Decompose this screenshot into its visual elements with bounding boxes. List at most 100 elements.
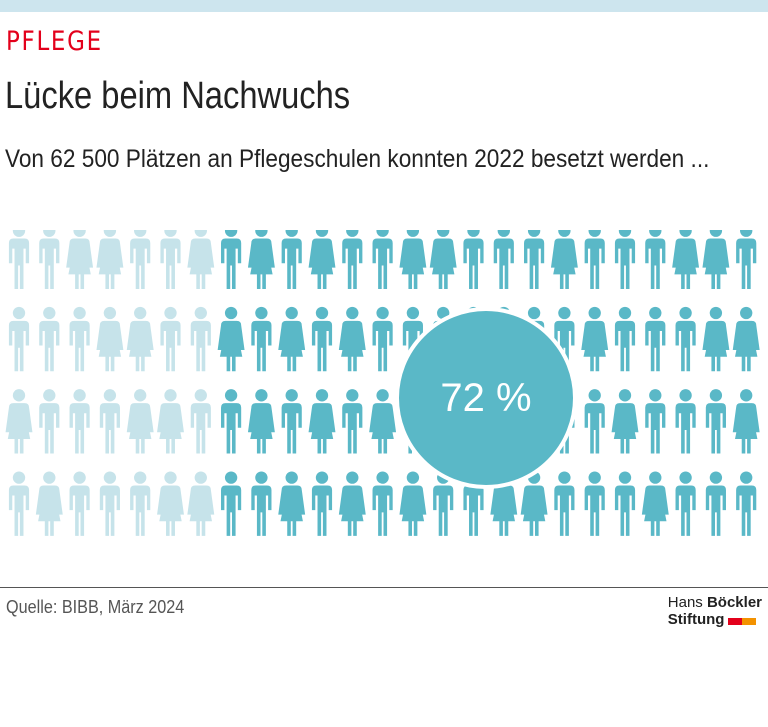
person-icon-filled — [281, 230, 302, 289]
pictogram-grid — [5, 230, 760, 536]
person-icon-empty — [69, 306, 90, 372]
person-icon-empty — [160, 306, 181, 372]
person-icon-empty — [157, 389, 184, 454]
divider — [0, 587, 768, 588]
person-icon-filled — [732, 306, 760, 372]
person-icon-filled — [705, 389, 726, 454]
logo-text-stiftung: Stiftung — [667, 611, 725, 628]
person-icon-empty — [187, 471, 215, 536]
person-icon-empty — [99, 389, 120, 454]
person-icon-filled — [736, 230, 757, 289]
person-icon-filled — [554, 306, 575, 372]
person-icon-filled — [645, 306, 666, 372]
top-bar — [0, 0, 768, 12]
page-title: Lücke beim Nachwuchs — [5, 75, 351, 117]
person-icon-filled — [675, 471, 696, 536]
person-icon-filled — [611, 389, 639, 454]
person-icon-filled — [702, 306, 730, 372]
person-icon-empty — [69, 471, 90, 536]
person-icon-empty — [96, 230, 124, 289]
kicker: PFLEGE — [6, 26, 103, 57]
person-icon-filled — [342, 389, 363, 454]
person-icon-filled — [372, 306, 393, 372]
person-icon-filled — [702, 230, 730, 289]
person-icon-empty — [99, 471, 120, 536]
person-icon-filled — [614, 471, 636, 536]
person-icon-filled — [311, 306, 333, 372]
person-icon-empty — [66, 230, 94, 289]
person-icon-empty — [8, 471, 30, 536]
person-icon-filled — [675, 306, 696, 372]
person-icon-empty — [130, 471, 151, 536]
person-icon-empty — [39, 306, 60, 372]
person-icon-empty — [160, 230, 181, 289]
person-icon-filled — [372, 471, 393, 536]
person-icon-filled — [251, 306, 272, 372]
person-icon-filled — [584, 230, 605, 289]
logo-bars — [728, 612, 757, 629]
person-icon-filled — [369, 389, 397, 454]
person-icon-filled — [584, 389, 605, 454]
logo-text-boeckler: Böckler — [706, 594, 762, 611]
person-icon-empty — [190, 306, 211, 372]
person-icon-filled — [278, 471, 306, 536]
person-icon-filled — [399, 230, 427, 289]
percent-circle: 72 % — [395, 307, 577, 489]
person-icon-empty — [35, 471, 63, 536]
person-icon-filled — [645, 230, 666, 289]
percent-label: 72 % — [440, 375, 532, 420]
person-icon-filled — [311, 471, 333, 536]
person-icon-filled — [614, 230, 636, 289]
person-icon-filled — [736, 471, 757, 536]
person-icon-empty — [130, 230, 151, 289]
person-icon-filled — [675, 389, 696, 454]
person-icon-empty — [96, 306, 124, 372]
person-icon-empty — [190, 389, 211, 454]
person-icon-filled — [221, 389, 242, 454]
person-icon-filled — [672, 230, 700, 289]
person-icon-filled — [251, 471, 272, 536]
person-icon-filled — [217, 306, 245, 372]
person-icon-empty — [69, 389, 90, 454]
person-icon-empty — [5, 389, 33, 454]
person-icon-filled — [429, 230, 457, 289]
person-icon-filled — [247, 389, 275, 454]
person-icon-filled — [308, 230, 336, 289]
subtitle: Von 62 500 Plätzen an Pflegeschulen konn… — [5, 145, 710, 173]
person-icon-filled — [614, 306, 636, 372]
person-icon-empty — [126, 306, 154, 372]
person-icon-empty — [8, 306, 30, 372]
person-icon-filled — [399, 471, 427, 536]
person-icon-filled — [524, 230, 545, 289]
person-icon-empty — [39, 230, 60, 289]
hans-boeckler-logo: Hans Böckler Stiftung — [668, 594, 762, 629]
person-icon-filled — [281, 389, 302, 454]
person-icon-filled — [520, 471, 548, 536]
person-icon-empty — [157, 471, 184, 536]
logo-text-hans: Hans — [667, 594, 707, 611]
person-icon-filled — [550, 230, 578, 289]
source-note: Quelle: BIBB, März 2024 — [6, 597, 185, 617]
person-icon-filled — [463, 230, 484, 289]
person-icon-filled — [221, 471, 242, 536]
person-icon-empty — [8, 230, 30, 289]
person-icon-filled — [221, 230, 242, 289]
person-icon-filled — [338, 471, 366, 536]
person-icon-empty — [39, 389, 60, 454]
person-icon-filled — [247, 230, 275, 289]
person-icon-filled — [338, 306, 366, 372]
person-icon-filled — [278, 306, 306, 372]
person-icon-filled — [732, 389, 760, 454]
person-icon-filled — [584, 471, 605, 536]
person-icon-filled — [308, 389, 336, 454]
person-icon-empty — [126, 389, 154, 454]
person-icon-filled — [372, 230, 393, 289]
person-icon-filled — [641, 471, 669, 536]
person-icon-filled — [554, 471, 575, 536]
person-icon-empty — [187, 230, 215, 289]
person-icon-filled — [493, 230, 514, 289]
person-icon-filled — [581, 306, 609, 372]
person-icon-filled — [705, 471, 726, 536]
person-icon-filled — [342, 230, 363, 289]
